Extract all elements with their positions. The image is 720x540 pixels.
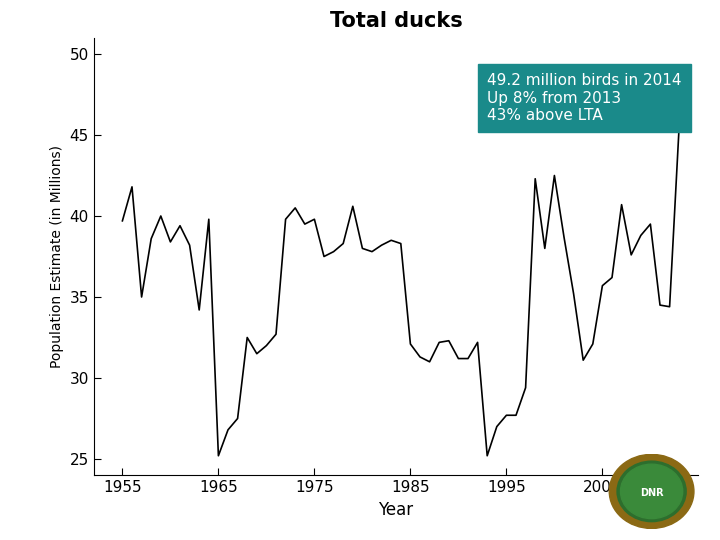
Circle shape [609, 454, 694, 529]
Title: Total ducks: Total ducks [330, 11, 462, 31]
Text: DNR: DNR [640, 488, 663, 498]
Text: 49.2 million birds in 2014
Up 8% from 2013
43% above LTA: 49.2 million birds in 2014 Up 8% from 20… [487, 73, 682, 123]
Y-axis label: Population Estimate (in Millions): Population Estimate (in Millions) [50, 145, 64, 368]
Circle shape [621, 464, 683, 518]
Circle shape [617, 461, 686, 522]
X-axis label: Year: Year [379, 501, 413, 518]
